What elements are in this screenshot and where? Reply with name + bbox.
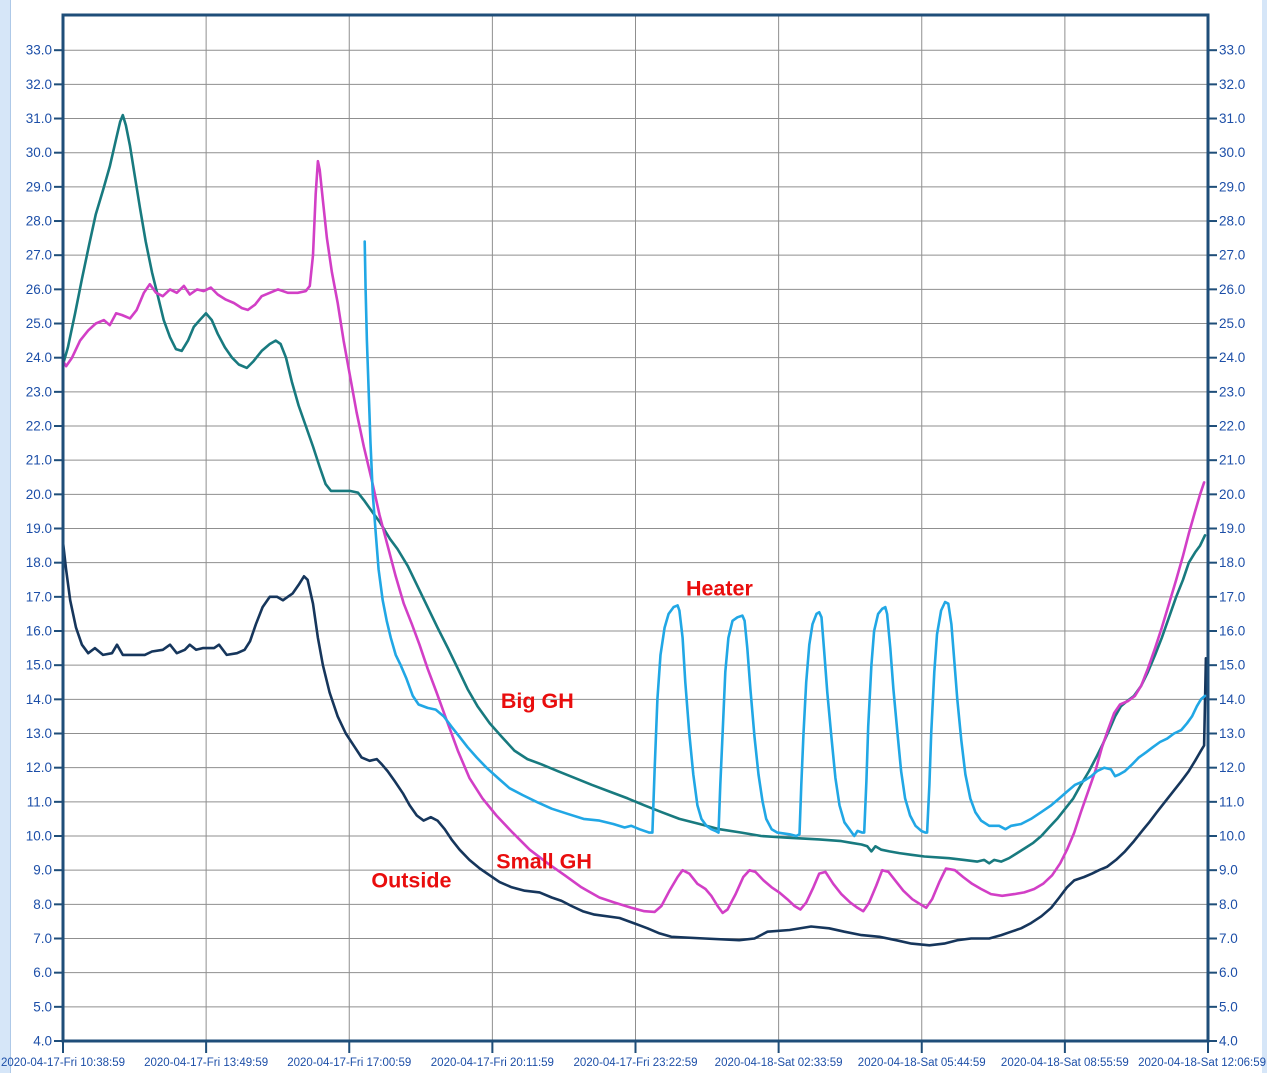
y-axis-tick-label-left: 19.0 [26,521,52,536]
y-axis-tick-label-right: 10.0 [1219,829,1245,844]
y-axis-tick-label-right: 32.0 [1219,77,1245,92]
y-axis-tick-label-left: 27.0 [26,248,52,263]
y-axis-tick-label-right: 19.0 [1219,521,1245,536]
y-axis-tick-label-right: 7.0 [1219,931,1238,946]
x-axis-tick-label: 2020-04-18-Sat 05:44:59 [858,1057,986,1069]
y-axis-tick-label-left: 6.0 [33,965,52,980]
y-axis-tick-label-left: 24.0 [26,350,52,365]
y-axis-tick-label-right: 14.0 [1219,692,1245,707]
y-axis-tick-label-left: 32.0 [26,77,52,92]
y-axis-tick-label-left: 28.0 [26,214,52,229]
y-axis-tick-label-right: 20.0 [1219,487,1245,502]
y-axis-tick-label-right: 15.0 [1219,658,1245,673]
y-axis-tick-label-right: 16.0 [1219,624,1245,639]
y-axis-tick-label-right: 23.0 [1219,384,1245,399]
window-edge-strip-left [0,0,10,1073]
x-axis-tick-label: 2020-04-18-Sat 12:06:59 [1138,1057,1266,1069]
y-axis-tick-label-right: 21.0 [1219,453,1245,468]
y-axis-tick-label-right: 13.0 [1219,726,1245,741]
y-axis-tick-label-left: 14.0 [26,692,52,707]
series-label-small-gh: Small GH [496,850,592,874]
y-axis-tick-label-right: 29.0 [1219,179,1245,194]
y-axis-tick-label-right: 6.0 [1219,965,1238,980]
y-axis-tick-label-left: 20.0 [26,487,52,502]
y-axis-tick-label-right: 17.0 [1219,589,1245,604]
y-axis-tick-label-left: 5.0 [33,999,52,1014]
y-axis-tick-label-left: 16.0 [26,624,52,639]
y-axis-tick-label-left: 13.0 [26,726,52,741]
x-axis-tick-label: 2020-04-18-Sat 02:33:59 [715,1057,843,1069]
y-axis-tick-label-left: 12.0 [26,760,52,775]
x-axis-tick-label: 2020-04-17-Fri 23:22:59 [573,1057,697,1069]
series-line-outside [61,540,1208,947]
y-axis-tick-label-left: 10.0 [26,829,52,844]
y-axis-tick-label-right: 8.0 [1219,897,1238,912]
y-axis-tick-label-right: 5.0 [1219,999,1238,1014]
y-axis-tick-label-right: 28.0 [1219,214,1245,229]
x-axis-tick-label: 2020-04-17-Fri 20:11:59 [431,1057,554,1069]
y-axis-tick-label-right: 18.0 [1219,555,1245,570]
y-axis-tick-label-left: 31.0 [26,111,52,126]
y-axis-tick-label-right: 30.0 [1219,145,1245,160]
window-edge-strip-right [1262,0,1267,1073]
y-axis-tick-label-left: 17.0 [26,589,52,604]
y-axis-tick-label-left: 26.0 [26,282,52,297]
y-axis-tick-label-right: 33.0 [1219,43,1245,58]
y-axis-tick-label-right: 11.0 [1219,794,1244,809]
series-line-heater [363,240,1207,838]
y-axis-tick-label-right: 31.0 [1219,111,1245,126]
series-label-outside: Outside [371,868,451,892]
series-line-small-gh [61,159,1206,915]
x-axis-tick-label: 2020-04-17-Fri 13:49:59 [144,1057,268,1069]
y-axis-tick-label-left: 30.0 [26,145,52,160]
x-axis-tick-label: 2020-04-18-Sat 08:55:59 [1001,1057,1129,1069]
y-axis-tick-label-right: 27.0 [1219,248,1245,263]
x-axis-tick-label: 2020-04-17-Fri 17:00:59 [287,1057,411,1069]
y-axis-tick-label-left: 18.0 [26,555,52,570]
y-axis-tick-label-right: 12.0 [1219,760,1245,775]
y-axis-tick-label-left: 4.0 [33,1034,52,1049]
x-axis-tick-label: 2020-04-17-Fri 10:38:59 [1,1057,125,1069]
y-axis-tick-label-right: 4.0 [1219,1034,1238,1049]
y-axis-tick-label-left: 11.0 [27,794,52,809]
y-axis-tick-label-right: 25.0 [1219,316,1245,331]
y-axis-tick-label-right: 26.0 [1219,282,1245,297]
series-line-big-gh [61,113,1207,865]
y-axis-tick-label-right: 9.0 [1219,863,1238,878]
y-axis-tick-label-left: 9.0 [33,863,52,878]
series-label-heater: Heater [686,576,754,600]
y-axis-tick-label-left: 25.0 [26,316,52,331]
y-axis-tick-label-right: 22.0 [1219,419,1245,434]
y-axis-tick-label-left: 23.0 [26,384,52,399]
series-label-big-gh: Big GH [501,689,574,713]
y-axis-tick-label-left: 29.0 [26,179,52,194]
y-axis-tick-label-right: 24.0 [1219,350,1245,365]
y-axis-tick-label-left: 21.0 [26,453,52,468]
y-axis-tick-label-left: 15.0 [26,658,52,673]
y-axis-tick-label-left: 8.0 [33,897,52,912]
y-axis-tick-label-left: 22.0 [26,419,52,434]
y-axis-tick-label-left: 33.0 [26,43,52,58]
y-axis-tick-label-left: 7.0 [33,931,52,946]
